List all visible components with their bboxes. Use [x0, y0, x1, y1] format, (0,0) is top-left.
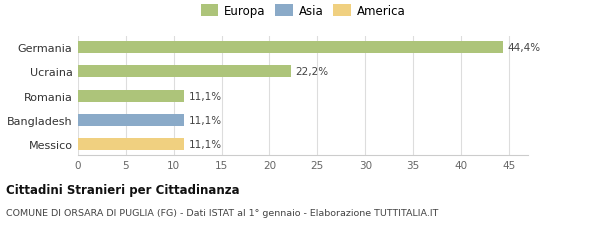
Text: 22,2%: 22,2% [295, 67, 328, 77]
Bar [78, 90, 184, 102]
Bar [78, 114, 184, 126]
Text: 11,1%: 11,1% [189, 115, 222, 125]
Text: 44,4%: 44,4% [508, 43, 541, 53]
Text: Cittadini Stranieri per Cittadinanza: Cittadini Stranieri per Cittadinanza [6, 183, 239, 196]
Text: 11,1%: 11,1% [189, 139, 222, 149]
Text: COMUNE DI ORSARA DI PUGLIA (FG) - Dati ISTAT al 1° gennaio - Elaborazione TUTTIT: COMUNE DI ORSARA DI PUGLIA (FG) - Dati I… [6, 208, 439, 217]
Bar [78, 66, 290, 78]
Text: 11,1%: 11,1% [189, 91, 222, 101]
Bar [78, 42, 503, 54]
Legend: Europa, Asia, America: Europa, Asia, America [197, 1, 409, 21]
Bar [78, 138, 184, 150]
